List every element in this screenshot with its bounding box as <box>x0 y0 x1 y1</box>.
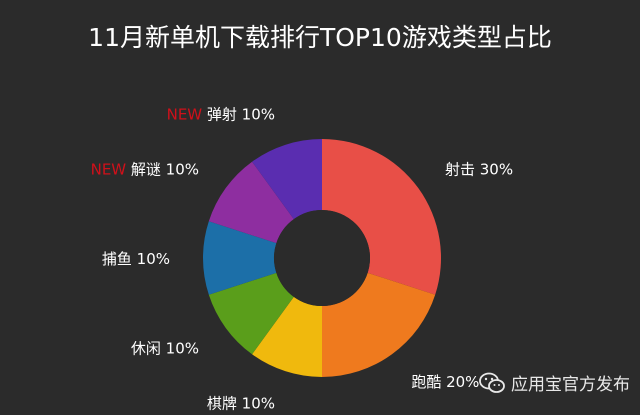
new-tag: NEW <box>167 105 207 123</box>
slice-label-6: NEW 弹射 10% <box>167 105 275 123</box>
slice-4 <box>203 221 277 295</box>
slice-label-5: NEW 解谜 10% <box>91 161 199 179</box>
watermark: 应用宝官方发布 <box>479 370 630 395</box>
donut-hole <box>274 210 370 306</box>
watermark-text: 应用宝官方发布 <box>511 375 630 395</box>
chart-title: 11月新单机下载排行TOP10游戏类型占比 <box>88 23 552 52</box>
slice-label-2: 棋牌 10% <box>207 395 275 413</box>
new-tag: NEW <box>91 161 131 179</box>
slice-label-0: 射击 30% <box>445 161 513 179</box>
slice-2 <box>252 296 322 377</box>
slice-3 <box>208 272 294 355</box>
slice-1 <box>322 272 436 377</box>
slice-6 <box>252 139 322 220</box>
slice-label-3: 休闲 10% <box>131 339 199 357</box>
slice-label-4: 捕鱼 10% <box>102 250 170 268</box>
slice-label-1: 跑酷 20% <box>411 373 479 391</box>
wechat-icon <box>479 372 505 393</box>
slice-0 <box>322 139 441 295</box>
slice-5 <box>208 161 294 244</box>
